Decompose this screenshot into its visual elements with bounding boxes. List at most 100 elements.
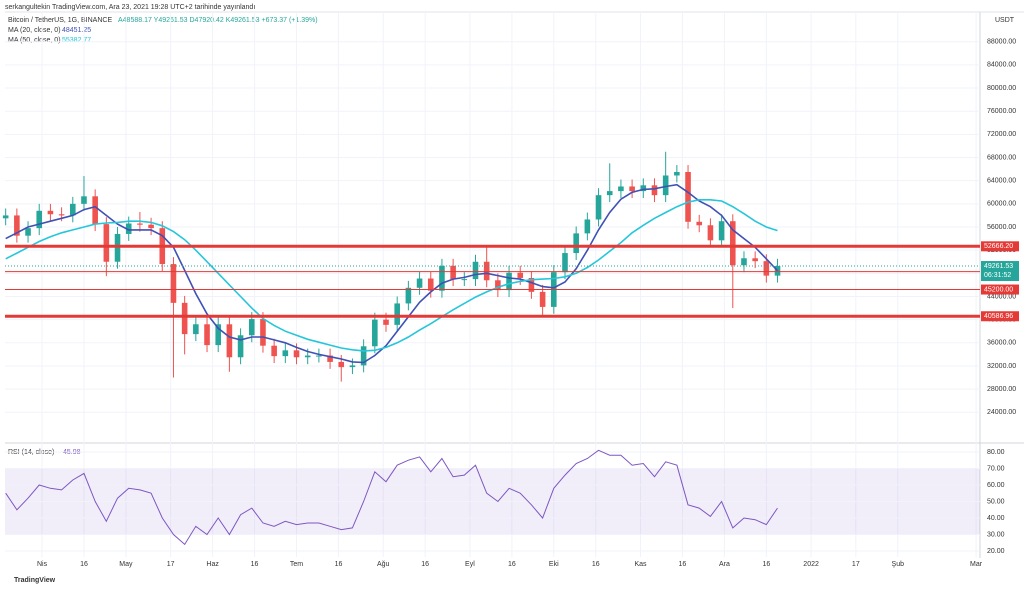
candle-body [696, 221, 703, 226]
candle-body [81, 196, 87, 204]
candle-body [573, 233, 579, 254]
ma50-value: 55382.77 [62, 37, 91, 44]
x-tick-label: 16 [251, 561, 259, 568]
candle-body [539, 291, 546, 307]
published-note: serkangultekin TradingView.com, Ara 23, … [5, 4, 255, 11]
candle-body [181, 302, 188, 335]
candle-body [405, 287, 412, 304]
candle-body [193, 324, 199, 335]
level-label: 52666.20 [984, 243, 1013, 250]
candle-body [763, 261, 770, 276]
candle-body [483, 261, 490, 281]
candle-body [69, 203, 76, 216]
countdown: 06:31:52 [984, 272, 1011, 279]
candle-body [595, 195, 602, 220]
candle-body [260, 319, 266, 346]
y-tick-label: 70.00 [987, 465, 1005, 472]
y-tick-label: 56000.00 [987, 224, 1016, 231]
candle-body [316, 355, 322, 357]
y-tick-label: 28000.00 [987, 386, 1016, 393]
y-tick-label: 30.00 [987, 531, 1005, 538]
candle-body [651, 185, 658, 196]
candle-body [125, 223, 132, 234]
candle-body [47, 210, 54, 215]
candle-body [226, 324, 233, 358]
candle-body [774, 266, 781, 276]
candle-body [439, 265, 445, 291]
x-tick-label: Tem [290, 561, 303, 568]
x-tick-label: Nis [37, 561, 48, 568]
y-tick-label: 50.00 [987, 498, 1005, 505]
candle-body [662, 175, 669, 196]
x-tick-label: Şub [892, 561, 905, 568]
x-tick-label: 16 [421, 561, 429, 568]
x-tick-label: 2022 [803, 561, 819, 568]
level-label-box [981, 284, 1019, 295]
candle-body [372, 319, 378, 347]
x-tick-label: Mar [970, 561, 983, 568]
x-tick-label: 16 [679, 561, 687, 568]
candle-body [2, 215, 9, 219]
candle-body [506, 272, 512, 291]
candle-body [293, 350, 300, 358]
ma20-legend: MA (20, close, 0) [8, 27, 61, 34]
candle-body [729, 221, 736, 266]
level-label: 40586.96 [984, 313, 1013, 320]
x-tick-label: 16 [80, 561, 88, 568]
candle-body [640, 185, 647, 192]
x-tick-label: 17 [167, 561, 175, 568]
x-tick-label: 16 [592, 561, 600, 568]
candle-body [114, 233, 121, 262]
candle-body [517, 272, 524, 278]
line-series [5, 183, 779, 364]
y-tick-label: 60000.00 [987, 201, 1016, 208]
y-tick-label: 80.00 [987, 449, 1005, 456]
candle-body [472, 261, 479, 280]
y-tick-label: 60.00 [987, 482, 1005, 489]
candle-body [338, 361, 345, 368]
candle-body [495, 280, 501, 291]
candle-body [629, 186, 635, 192]
y-tick-label: 68000.00 [987, 154, 1016, 161]
candle-body [215, 324, 222, 346]
ma50-legend: MA (50, close, 0) [8, 37, 61, 44]
last-price-box [981, 261, 1019, 282]
x-tick-label: May [119, 561, 133, 568]
y-tick-label: 76000.00 [987, 108, 1016, 115]
candle-body [707, 225, 714, 241]
candle-body [450, 265, 456, 280]
candle-body [360, 346, 367, 366]
last-price-label: 49261.53 [984, 263, 1013, 270]
ohlc: A48588.17 Y49261.53 D47920.42 K49261.53 … [118, 17, 318, 24]
x-tick-label: Eki [549, 561, 559, 568]
candle-body [170, 264, 177, 303]
candle-body [327, 355, 333, 362]
candle-body [25, 228, 31, 236]
symbol-title: Bitcoin / TetherUS, 1G, BINANCE [8, 17, 112, 24]
candle-body [383, 319, 389, 325]
y-tick-label: 80000.00 [987, 85, 1016, 92]
y-tick-label: 24000.00 [987, 409, 1016, 416]
candle-body [427, 278, 434, 291]
candle-body [204, 324, 210, 346]
candle-body [718, 221, 725, 241]
y-tick-label: 88000.00 [987, 39, 1016, 46]
candle-body [282, 350, 289, 357]
level-label-box [981, 311, 1019, 322]
x-tick-label: 16 [508, 561, 516, 568]
candle-body [741, 258, 747, 266]
y-tick-label: 44000.00 [987, 293, 1016, 300]
logo: TradingView [14, 577, 56, 584]
candle-body [416, 278, 423, 288]
candle-body [237, 335, 244, 358]
candle-body [14, 215, 20, 236]
candle-body [752, 258, 758, 262]
candle-body [349, 365, 356, 368]
candle-body [92, 196, 98, 225]
y-tick-label: 20.00 [987, 548, 1005, 555]
candle-body [304, 355, 311, 358]
candle-body [103, 224, 110, 262]
candle-body [36, 210, 43, 229]
candle-body [584, 219, 591, 234]
candle-body [248, 319, 255, 336]
